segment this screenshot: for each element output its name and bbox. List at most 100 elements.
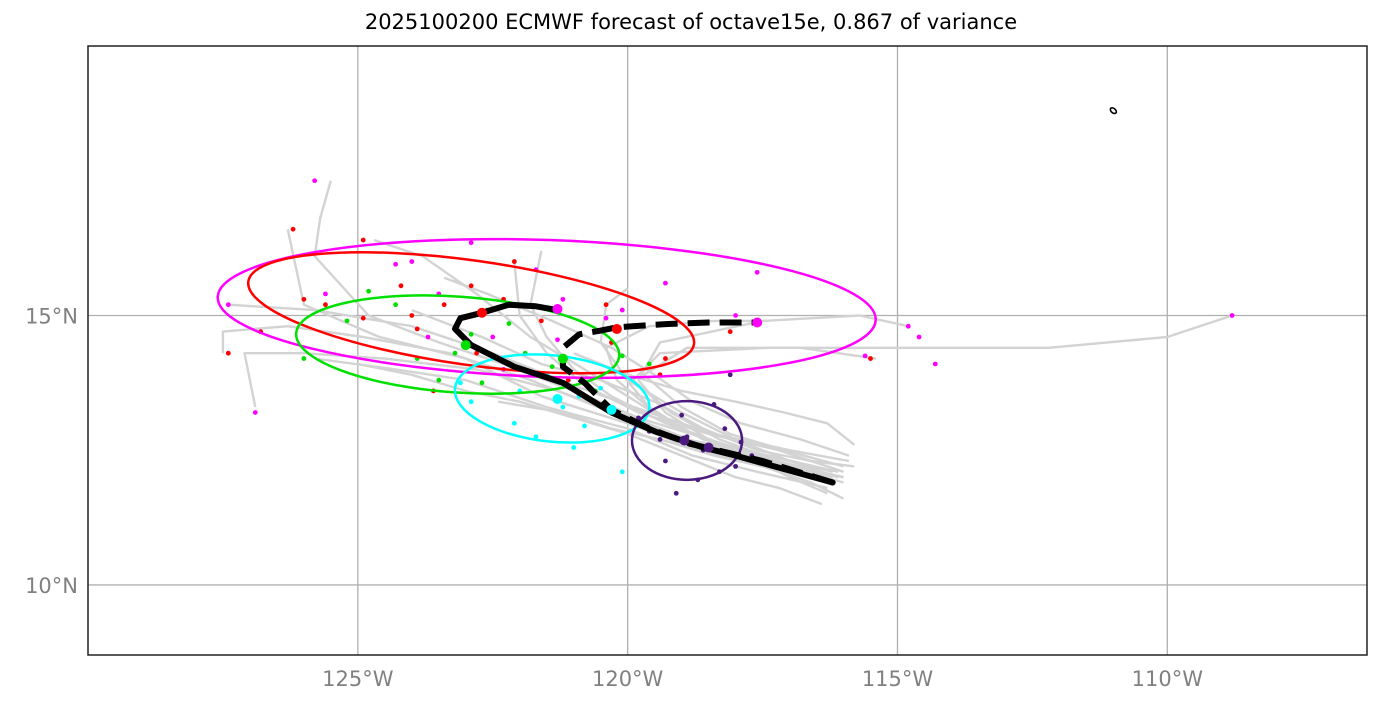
ensemble-point-day2 bbox=[468, 399, 474, 405]
ensemble-point-day4 bbox=[441, 302, 447, 308]
ensemble-track bbox=[286, 228, 844, 479]
ensemble-point-day4 bbox=[474, 350, 479, 356]
ensemble-point-day3 bbox=[436, 377, 442, 383]
ensemble-track bbox=[357, 362, 823, 506]
ensemble-point-day5 bbox=[733, 313, 738, 318]
ensemble-point-day4 bbox=[603, 302, 609, 308]
ensemble-point-day4 bbox=[727, 329, 733, 335]
ensemble-point-day4 bbox=[868, 356, 873, 361]
ensemble-track bbox=[314, 357, 828, 490]
ensemble-track bbox=[599, 287, 839, 479]
ensemble-point-day5 bbox=[225, 302, 231, 308]
ensemble-point-day2 bbox=[560, 404, 566, 410]
ensemble-point-day5 bbox=[754, 269, 760, 275]
ensemble-point-day2 bbox=[533, 434, 539, 440]
ensemble-point-day5 bbox=[560, 296, 566, 302]
ellipse-day1 bbox=[630, 399, 744, 482]
ensemble-point-day2 bbox=[582, 423, 587, 429]
ensemble-point-day4 bbox=[360, 237, 366, 243]
ensemble-track bbox=[411, 308, 855, 468]
ensemble-point-day2 bbox=[457, 380, 463, 386]
islet-outline bbox=[1109, 107, 1118, 115]
ensemble-point-day5 bbox=[619, 307, 625, 313]
ensemble-point-day3 bbox=[301, 356, 307, 361]
ensemble-point-day1 bbox=[679, 412, 685, 418]
mean-marker-day5 bbox=[552, 304, 563, 315]
ensemble-point-day4 bbox=[414, 326, 420, 332]
ensemble-point-day5 bbox=[409, 259, 415, 264]
ensemble-point-day4 bbox=[398, 283, 404, 289]
ensemble-point-day3 bbox=[393, 302, 399, 308]
mean-marker-day3 bbox=[557, 353, 568, 364]
ellipse-day2 bbox=[453, 353, 651, 444]
x-tick-label: 115°W bbox=[862, 667, 934, 691]
ensemble-point-day3 bbox=[646, 361, 652, 367]
mean-markers bbox=[460, 304, 763, 453]
ensemble-point-day5 bbox=[862, 353, 868, 359]
ensemble-point-day5 bbox=[905, 323, 911, 329]
ensemble-point-day3 bbox=[506, 321, 512, 326]
ensemble-point-day1 bbox=[727, 372, 733, 378]
ensemble-point-day2 bbox=[598, 385, 604, 391]
ensemble-track bbox=[513, 261, 844, 473]
ensemble-track bbox=[573, 352, 856, 446]
ensemble-point-day5 bbox=[468, 240, 474, 246]
ensemble-point-day3 bbox=[468, 331, 474, 337]
x-tick-label: 120°W bbox=[592, 667, 664, 691]
ensemble-point-day4 bbox=[663, 356, 668, 361]
ensemble-point-day4 bbox=[468, 283, 474, 289]
ensemble-point-day2 bbox=[571, 445, 577, 450]
ensemble-point-day1 bbox=[657, 437, 663, 442]
ensemble-point-day5 bbox=[932, 361, 938, 367]
mean-marker-day3 bbox=[460, 340, 471, 351]
mean-marker-day2 bbox=[552, 394, 563, 405]
x-tick-label: 110°W bbox=[1132, 667, 1204, 691]
ensemble-point-day2 bbox=[511, 420, 517, 426]
ensemble-point-day3 bbox=[366, 288, 372, 294]
ensemble-point-day5 bbox=[252, 410, 258, 415]
ensemble-point-day5 bbox=[555, 337, 560, 343]
ensemble-point-day5 bbox=[916, 334, 922, 340]
ensemble-point-day4 bbox=[360, 315, 366, 321]
y-tick-label: 10°N bbox=[25, 574, 78, 598]
chart-title: 2025100200 ECMWF forecast of octave15e, … bbox=[364, 10, 1018, 34]
ensemble-point-day4 bbox=[301, 296, 307, 302]
mean-marker-day4 bbox=[611, 323, 622, 334]
ensemble-track bbox=[631, 314, 1233, 479]
ensemble-point-day5 bbox=[663, 280, 668, 286]
ensemble-point-day1 bbox=[733, 463, 738, 469]
ensemble-point-day4 bbox=[323, 302, 328, 308]
coastline-islet bbox=[1109, 107, 1118, 115]
ensemble-point-day1 bbox=[673, 490, 679, 496]
y-tick-labels: 15°N 10°N bbox=[25, 304, 78, 597]
ensemble-point-day3 bbox=[619, 353, 625, 359]
ensemble-point-day5 bbox=[393, 261, 399, 267]
y-tick-label: 15°N bbox=[25, 304, 78, 328]
ellipse-day4 bbox=[246, 251, 696, 375]
ensemble-point-day3 bbox=[344, 318, 350, 324]
ensemble-point-day4 bbox=[225, 350, 231, 356]
mean-marker-day4 bbox=[476, 307, 487, 318]
ensemble-point-day5 bbox=[323, 291, 328, 297]
ensemble-point-day5 bbox=[603, 315, 609, 321]
ensemble-point-day5 bbox=[425, 334, 431, 340]
ensemble-track bbox=[373, 238, 834, 479]
ensemble-point-day3 bbox=[479, 380, 485, 386]
plot-frame bbox=[87, 45, 1368, 656]
mean-marker-day1 bbox=[703, 442, 714, 453]
ensemble-track bbox=[621, 374, 828, 495]
ensemble-track bbox=[642, 346, 877, 468]
ensemble-point-day1 bbox=[663, 458, 668, 464]
x-tick-labels: 125°W 120°W 115°W 110°W bbox=[322, 667, 1203, 691]
ensemble-point-day1 bbox=[722, 426, 728, 432]
ensemble-point-day5 bbox=[312, 178, 318, 184]
mean-marker-day1 bbox=[679, 435, 690, 446]
ensemble-point-day5 bbox=[1229, 313, 1235, 318]
ensemble-point-day2 bbox=[619, 469, 625, 475]
ensemble-point-day4 bbox=[565, 377, 571, 383]
ensemble-point-day4 bbox=[511, 259, 517, 264]
gridlines bbox=[88, 46, 1367, 655]
ensemble-point-day4 bbox=[290, 226, 296, 232]
ensemble-point-day4 bbox=[409, 313, 415, 318]
